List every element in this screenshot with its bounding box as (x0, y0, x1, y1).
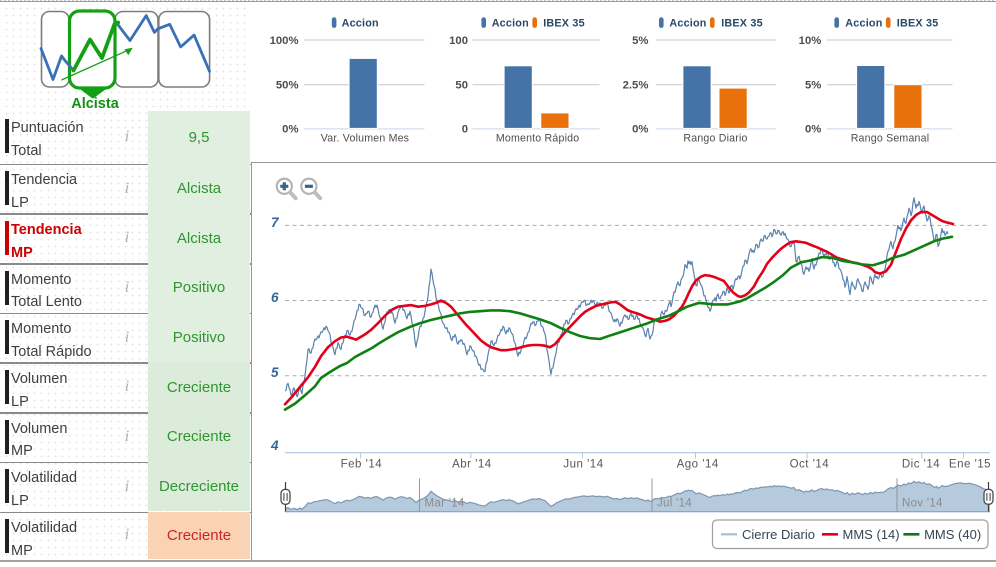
svg-text:Mar '14: Mar '14 (425, 498, 465, 510)
svg-text:Jun '14: Jun '14 (563, 459, 603, 471)
svg-text:Var. Volumen Mes: Var. Volumen Mes (321, 133, 409, 145)
svg-text:Abr '14: Abr '14 (452, 459, 492, 471)
svg-text:0: 0 (462, 123, 468, 135)
svg-text:10%: 10% (799, 35, 822, 47)
svg-text:5: 5 (271, 365, 279, 380)
svg-text:Dic '14: Dic '14 (902, 459, 940, 471)
svg-text:Momento Rápido: Momento Rápido (496, 133, 579, 145)
svg-text:50: 50 (455, 80, 468, 92)
svg-text:Nov '14: Nov '14 (902, 498, 943, 510)
svg-text:Ago '14: Ago '14 (677, 459, 719, 471)
svg-text:5%: 5% (805, 80, 821, 92)
svg-text:IBEX 35: IBEX 35 (721, 18, 763, 30)
svg-text:Jul '14: Jul '14 (657, 498, 692, 510)
svg-text:Oct '14: Oct '14 (790, 459, 830, 471)
svg-text:100: 100 (449, 35, 468, 47)
svg-text:IBEX 35: IBEX 35 (897, 18, 939, 30)
svg-text:50%: 50% (276, 80, 299, 92)
svg-text:Cierre Diario: Cierre Diario (742, 527, 815, 542)
svg-text:5%: 5% (632, 35, 648, 47)
svg-text:0%: 0% (632, 123, 648, 135)
svg-text:Feb '14: Feb '14 (341, 459, 383, 471)
svg-text:0%: 0% (805, 123, 821, 135)
svg-text:100%: 100% (270, 35, 299, 47)
svg-text:Rango Semanal: Rango Semanal (851, 133, 930, 145)
svg-text:MMS (40): MMS (40) (924, 527, 981, 542)
svg-text:Rango Diario: Rango Diario (683, 133, 747, 145)
svg-text:Accion: Accion (845, 18, 882, 30)
svg-text:Accion: Accion (492, 18, 529, 30)
svg-text:IBEX 35: IBEX 35 (543, 18, 585, 30)
svg-text:6: 6 (271, 290, 279, 305)
svg-text:4: 4 (270, 438, 279, 453)
svg-text:Alcista: Alcista (71, 96, 119, 112)
svg-text:7: 7 (271, 215, 280, 230)
svg-text:2.5%: 2.5% (623, 80, 649, 92)
svg-text:0%: 0% (282, 123, 298, 135)
svg-text:Accion: Accion (342, 18, 379, 30)
svg-text:MMS (14): MMS (14) (843, 527, 900, 542)
svg-text:Ene '15: Ene '15 (949, 459, 991, 471)
svg-text:Accion: Accion (669, 18, 706, 30)
